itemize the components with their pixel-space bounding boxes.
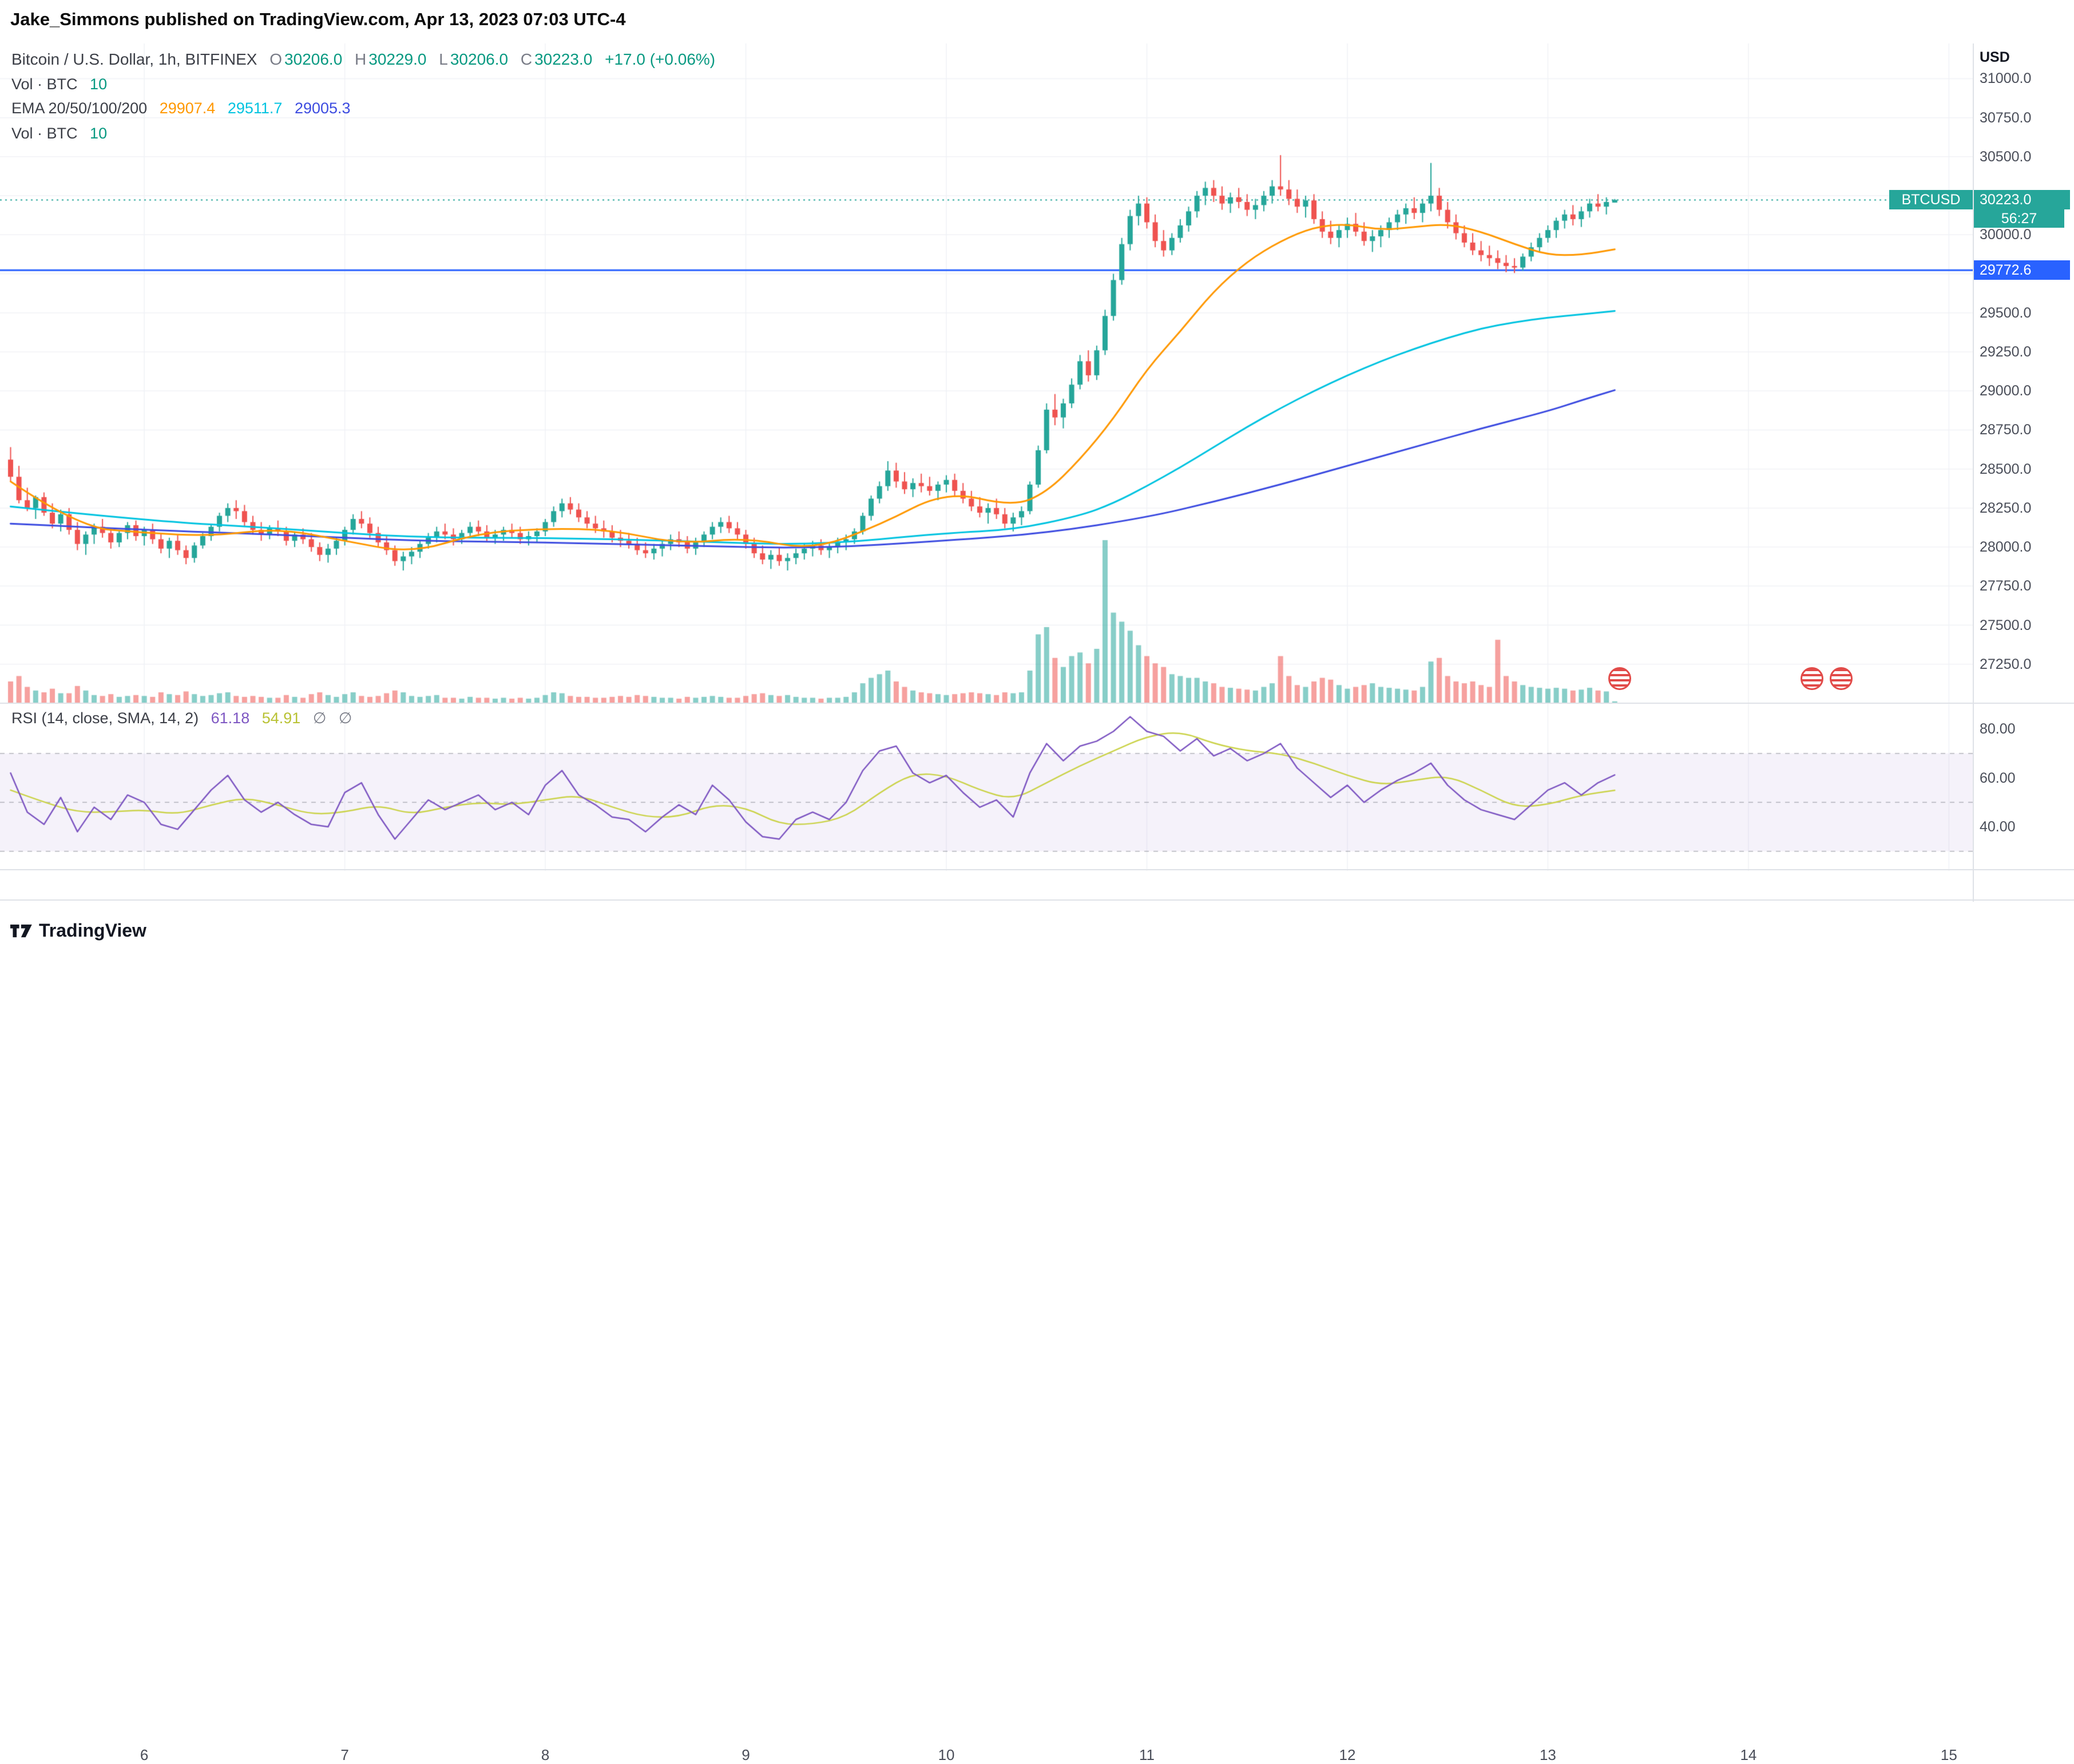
low-label: L — [439, 50, 448, 68]
publish-header: Jake_Simmons published on TradingView.co… — [10, 9, 626, 30]
tradingview-wordmark[interactable]: TradingView — [39, 920, 146, 941]
date-tick-label: 7 — [340, 1746, 349, 1763]
countdown-text: 56:27 — [2001, 210, 2037, 227]
price-tick-label: 28250.0 — [1980, 500, 2032, 516]
badge-price-text: 30223.0 — [1980, 191, 2032, 208]
price-tick-label: 28000.0 — [1980, 539, 2032, 556]
low-value: 30206.0 — [450, 50, 509, 68]
price-tick-label: 30500.0 — [1980, 148, 2032, 165]
price-tick-label: 28750.0 — [1980, 422, 2032, 438]
close-value: 30223.0 — [534, 50, 593, 68]
date-tick-label: 6 — [140, 1746, 149, 1763]
ema100-value: 29005.3 — [294, 100, 351, 117]
ema-label: EMA 20/50/100/200 — [11, 100, 148, 117]
pane-separator[interactable] — [0, 703, 2074, 704]
price-tick-label: 30750.0 — [1980, 109, 2032, 126]
date-tick-label: 12 — [1339, 1746, 1356, 1763]
volume2-value: 10 — [90, 125, 108, 142]
date-tick-label: 11 — [1139, 1746, 1155, 1763]
date-tick-label: 14 — [1740, 1746, 1757, 1763]
rsi-label: RSI (14, close, SMA, 14, 2) — [11, 709, 199, 727]
badge-symbol-text: BTCUSD — [1901, 191, 1961, 208]
price-tick-label: 28500.0 — [1980, 461, 2032, 477]
ema-legend-row: EMA 20/50/100/200 29907.4 29511.7 29005.… — [11, 100, 351, 117]
price-tick-label: 29250.0 — [1980, 343, 2032, 360]
price-tick-label: 31000.0 — [1980, 70, 2032, 87]
volume-label: Vol · BTC — [11, 76, 78, 93]
date-axis[interactable]: 6 7 8 9 10 11 12 13 14 15 — [0, 870, 1973, 1763]
ema20-value: 29907.4 — [159, 100, 216, 117]
high-value: 30229.0 — [368, 50, 427, 68]
rsi-tick-label: 40.00 — [1980, 819, 2016, 835]
rsi-tick-label: 60.00 — [1980, 770, 2016, 786]
price-tick-label: 30000.0 — [1980, 227, 2032, 243]
price-tick-label: 27250.0 — [1980, 656, 2032, 672]
us-flag-event-icon[interactable] — [1830, 667, 1853, 690]
ema50-value: 29511.7 — [227, 100, 283, 117]
footer: TradingView — [10, 920, 146, 941]
price-axis-border — [1973, 43, 1974, 902]
volume-value: 10 — [90, 76, 108, 93]
empty-set-icon: ∅ — [338, 709, 352, 727]
chart-canvas[interactable] — [0, 43, 1973, 871]
level-price-text: 29772.6 — [1980, 261, 2032, 278]
us-flag-event-icon[interactable] — [1608, 667, 1632, 690]
empty-set-icon: ∅ — [312, 709, 327, 727]
price-tick-label: 27750.0 — [1980, 578, 2032, 594]
date-tick-label: 10 — [938, 1746, 955, 1763]
rsi-legend-row: RSI (14, close, SMA, 14, 2) 61.18 54.91 … — [11, 709, 352, 727]
high-label: H — [355, 50, 367, 68]
last-price-symbol-badge: BTCUSD — [1889, 190, 1973, 210]
date-tick-label: 15 — [1940, 1746, 1957, 1763]
symbol-title: Bitcoin / U.S. Dollar, 1h, BITFINEX — [11, 50, 257, 68]
last-price-badge: 30223.0 — [1974, 190, 2070, 210]
bar-countdown-badge: 56:27 — [1974, 209, 2064, 228]
tradingview-logo-icon[interactable] — [10, 921, 33, 941]
price-axis[interactable]: 31000.0 30750.0 30500.0 30000.0 29500.0 29250… — [1973, 43, 2074, 870]
volume-legend-row: Vol · BTC 10 — [11, 76, 107, 93]
price-tick-label: 27500.0 — [1980, 617, 2032, 633]
rsi-sma-value: 54.91 — [261, 709, 301, 727]
date-tick-label: 13 — [1539, 1746, 1556, 1763]
us-flag-event-icon[interactable] — [1800, 667, 1823, 690]
open-label: O — [269, 50, 283, 68]
open-value: 30206.0 — [284, 50, 343, 68]
rsi-tick-label: 80.00 — [1980, 721, 2016, 737]
volume2-legend-row: Vol · BTC 10 — [11, 125, 107, 142]
volume2-label: Vol · BTC — [11, 125, 78, 142]
date-tick-label: 9 — [741, 1746, 750, 1763]
bottom-border — [0, 899, 2074, 901]
publish-title: Jake_Simmons published on TradingView.co… — [10, 9, 626, 29]
price-tick-label: 29000.0 — [1980, 383, 2032, 399]
change-value: +17.0 (+0.06%) — [605, 50, 716, 68]
rsi-value: 61.18 — [211, 709, 250, 727]
currency-label: USD — [1980, 49, 2010, 65]
time-axis-separator — [0, 869, 2074, 870]
symbol-legend-row: Bitcoin / U.S. Dollar, 1h, BITFINEX O 302… — [11, 50, 715, 69]
price-tick-label: 29500.0 — [1980, 304, 2032, 321]
price-level-badge: 29772.6 — [1974, 260, 2070, 280]
close-label: C — [520, 50, 533, 68]
date-tick-label: 8 — [541, 1746, 550, 1763]
